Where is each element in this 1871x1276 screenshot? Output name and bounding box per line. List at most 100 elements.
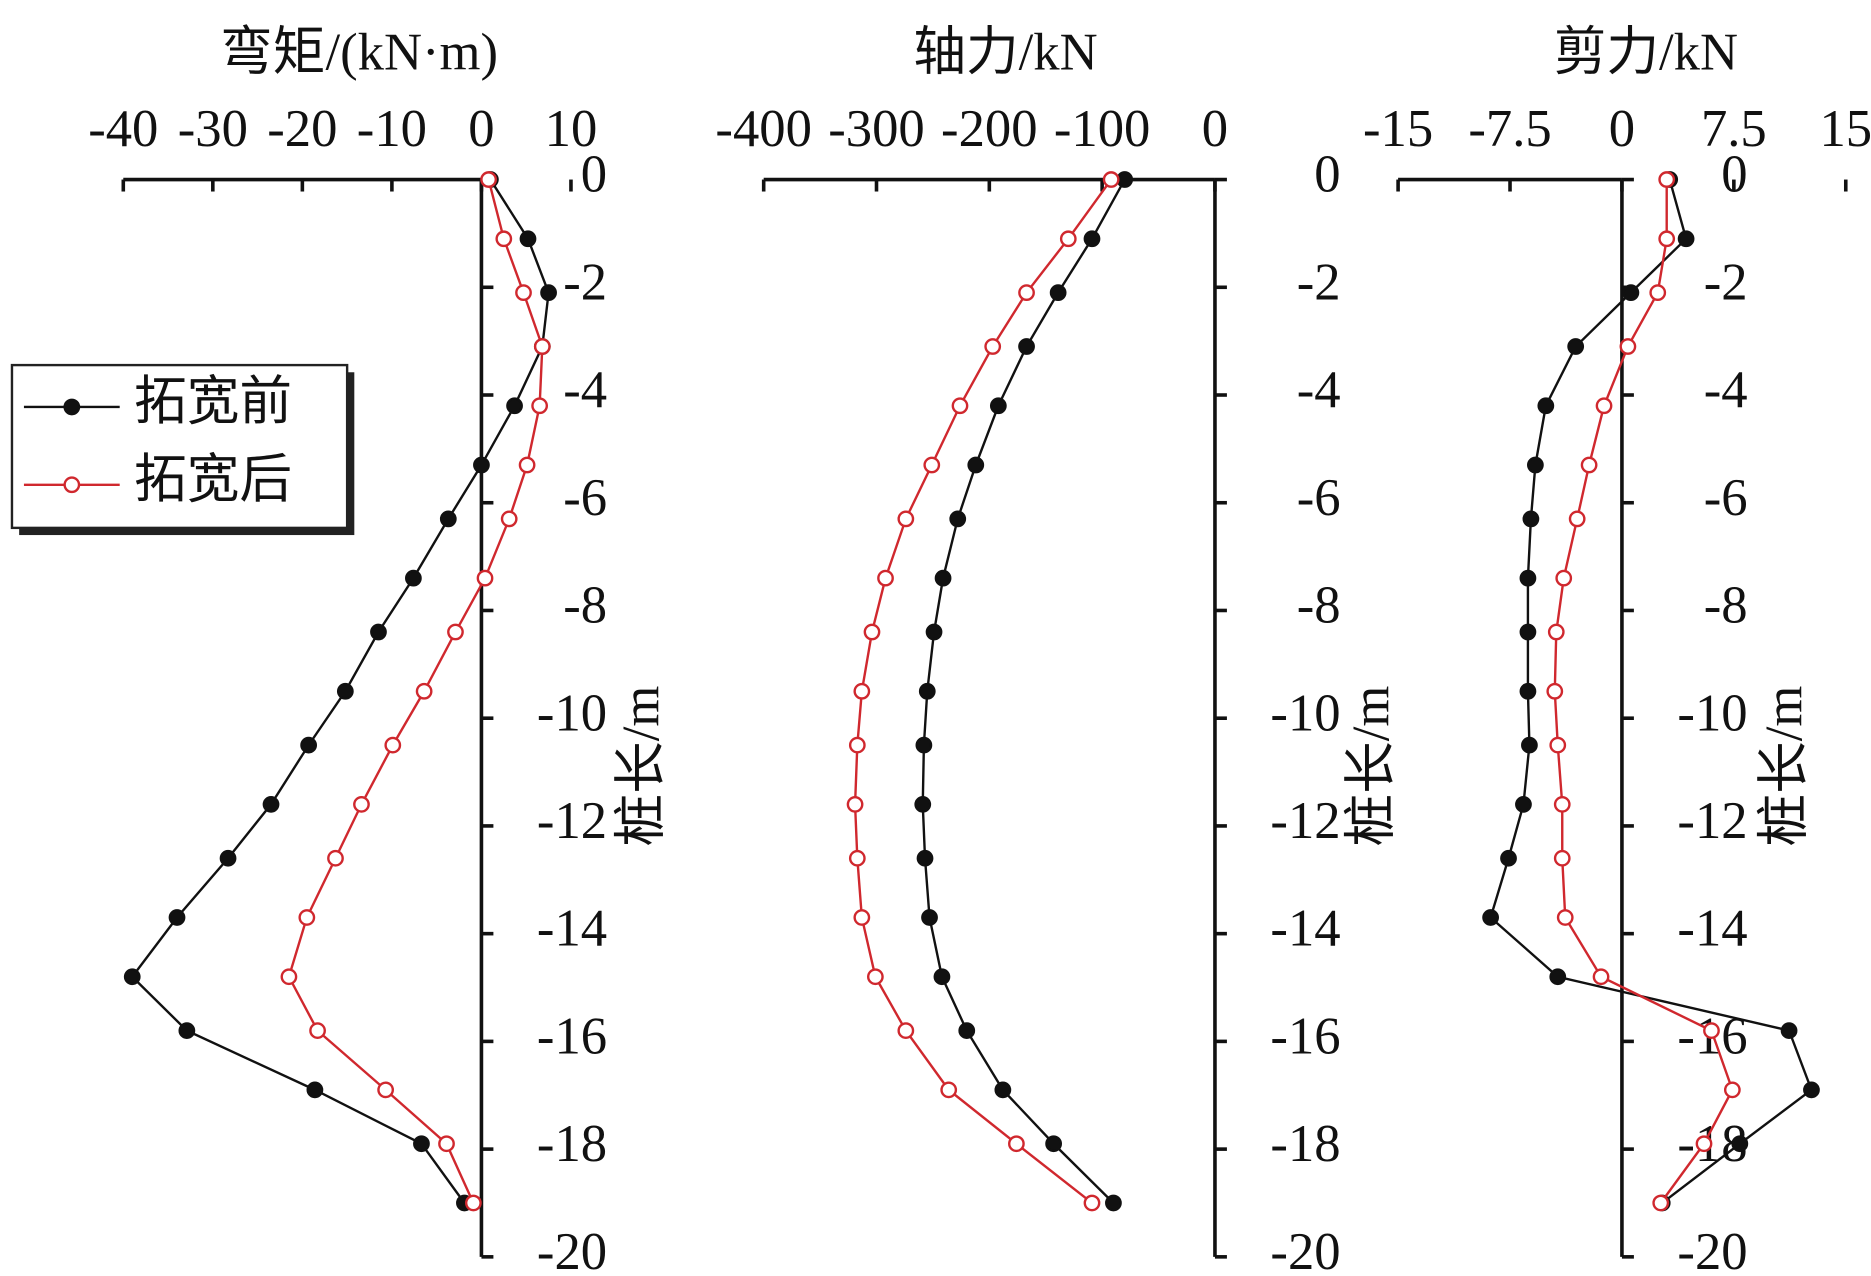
x-tick-label: -7.5 (1468, 100, 1551, 158)
data-point (1803, 1081, 1820, 1099)
data-point (897, 1022, 915, 1039)
data-point (918, 682, 936, 700)
data-point (1549, 736, 1567, 754)
y-tick-label: -8 (1704, 577, 1748, 635)
data-point (405, 569, 422, 587)
x-tick-label: 10 (545, 100, 598, 158)
data-point (439, 510, 457, 528)
data-point (897, 510, 915, 528)
y-tick-label: -14 (537, 900, 607, 958)
data-point (1780, 1022, 1798, 1039)
data-point (1519, 623, 1537, 641)
y-tick-label: 0 (1721, 146, 1747, 204)
panel: 轴力/kN -400 -300 -200 -100 0 0 -2 -4 -6 -8 -10 -12 -14… (715, 24, 1400, 1276)
data-point (370, 623, 387, 641)
data-point (298, 909, 316, 926)
data-point (951, 397, 969, 415)
data-point (500, 510, 518, 528)
data-point (309, 1022, 326, 1039)
data-point (984, 338, 1002, 355)
data-point (300, 736, 318, 754)
panel: 弯矩/(kN·m)-40 -30 -20 -10 0 100-2-4-6-8-10-12-… (10, 24, 670, 1276)
data-point (1083, 1194, 1101, 1212)
data-point (1105, 1194, 1122, 1212)
y-tick-label: -2 (563, 253, 607, 311)
data-point (1482, 909, 1499, 926)
data-point (934, 569, 952, 587)
data-point (447, 623, 464, 641)
data-point (1677, 230, 1695, 248)
data-point (921, 909, 938, 926)
data-point (1649, 284, 1667, 302)
data-point (1102, 171, 1120, 188)
y-tick-label: 0 (581, 146, 607, 204)
y-tick-label: -18 (1270, 1115, 1340, 1173)
y-tick-label: -6 (1704, 469, 1748, 527)
data-point (473, 456, 490, 474)
data-point (464, 1194, 482, 1212)
data-point (1549, 968, 1567, 986)
chart-title: 剪力/kN (1554, 24, 1738, 82)
data-point (219, 849, 237, 867)
x-tick-label: 15 (1819, 100, 1871, 158)
data-point (1521, 736, 1538, 754)
y-axis-label: 桩长/m (1343, 686, 1401, 847)
data-point (1500, 849, 1517, 867)
data-point (515, 284, 532, 302)
chart-title: 弯矩/(kN·m) (220, 24, 498, 82)
data-point (1731, 1135, 1749, 1153)
data-point (519, 230, 537, 248)
data-point (438, 1135, 455, 1153)
data-point (1658, 171, 1676, 188)
y-tick-label: -4 (563, 361, 607, 419)
data-point (915, 736, 933, 754)
y-tick-label: -20 (1270, 1223, 1340, 1276)
data-point (848, 849, 866, 867)
data-point (480, 171, 497, 188)
y-axis-label: 桩长/m (612, 686, 670, 847)
data-point (994, 1081, 1012, 1099)
data-point (540, 284, 557, 302)
data-point (1553, 796, 1571, 813)
y-tick-label: -20 (1677, 1223, 1747, 1276)
data-point (1567, 338, 1585, 355)
data-point (949, 510, 967, 528)
data-point (1018, 284, 1035, 302)
y-tick-label: -2 (1297, 253, 1341, 311)
data-point (989, 397, 1007, 415)
data-point (1556, 909, 1574, 926)
data-point (415, 682, 433, 700)
data-point (933, 968, 951, 986)
y-tick-label: -12 (1677, 792, 1747, 850)
data-point (518, 456, 536, 474)
y-tick-label: -14 (1270, 900, 1340, 958)
x-tick-label: 0 (1609, 100, 1635, 158)
data-point (1515, 796, 1532, 813)
legend-box (10, 363, 349, 530)
y-tick-label: -10 (1677, 684, 1747, 742)
data-point (1580, 456, 1598, 474)
data-point (1008, 1135, 1025, 1153)
data-point (1592, 968, 1610, 986)
data-point (178, 1022, 196, 1039)
y-tick-label: -18 (537, 1115, 607, 1173)
y-tick-label: -4 (1297, 361, 1341, 419)
panel: 剪力/kN-15-7.507.5150-2-4-6-8-10-12-14-16-… (1363, 24, 1871, 1276)
x-tick-label: 0 (1202, 100, 1228, 158)
plot-area: 弯矩/(kN·m)-40 -30 -20 -10 0 100-2-4-6-8-10-12-… (10, 24, 1871, 1276)
data-point (853, 682, 871, 700)
data-point (916, 849, 934, 867)
data-point (1723, 1081, 1741, 1099)
data-point (377, 1081, 395, 1099)
data-point (1522, 510, 1540, 528)
data-point (413, 1135, 430, 1153)
x-tick-label: -300 (828, 100, 925, 158)
data-point (476, 569, 494, 587)
data-point (848, 736, 866, 754)
data-point (262, 796, 280, 813)
legend-marker (63, 476, 81, 494)
data-point (1619, 338, 1637, 355)
x-tick-label: -15 (1363, 100, 1433, 158)
data-point (1622, 284, 1640, 302)
